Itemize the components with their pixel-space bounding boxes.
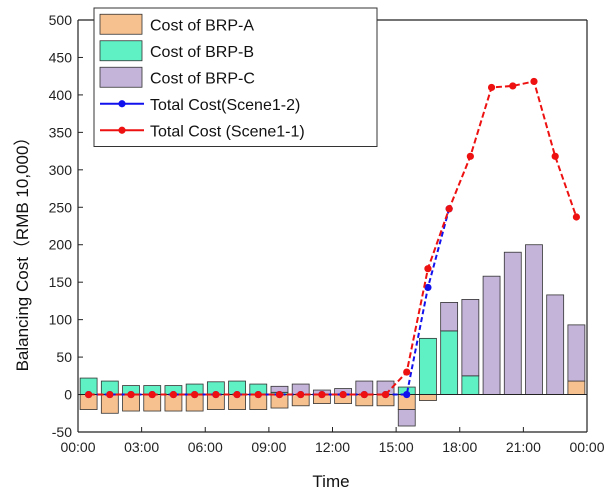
y-tick-label-0: 0 — [64, 387, 72, 403]
total-cost-scene1-1-point-21 — [530, 77, 538, 86]
total-cost-scene1-1-point-19 — [487, 83, 496, 92]
bars-layer — [79, 244, 586, 427]
total-cost-scene1-1-point-22 — [551, 152, 559, 160]
legend-scene1-2-marker — [118, 100, 126, 108]
legend-brp-a-swatch — [99, 13, 143, 35]
y-tick-label--50: -50 — [52, 424, 72, 440]
y-tick-label-250: 250 — [49, 199, 73, 215]
y-tick-label-300: 300 — [49, 162, 73, 178]
total-cost-scene1-1-point-9 — [275, 390, 284, 399]
total-cost-scene1-1-point-0 — [85, 390, 93, 399]
y-axis-title: Balancing Cost（RMB 10,000） — [13, 129, 32, 372]
bar-brp-a-23 — [567, 380, 586, 395]
legend-brp-a-label: Cost of BRP-A — [150, 17, 254, 34]
bar-brp-c-17 — [440, 302, 459, 332]
x-tick-label-0: 00:00 — [60, 439, 95, 455]
bar-brp-c-23 — [567, 324, 586, 382]
bar-brp-b-16 — [419, 337, 437, 395]
y-tick-label-150: 150 — [49, 274, 73, 290]
axes-layer: -50 0 50 100 150 200 250 300 350 400 450 500 00:00 03… — [49, 12, 605, 455]
legend-brp-a: Cost of BRP-A — [99, 13, 254, 35]
total-cost-scene1-1-point-7 — [233, 390, 241, 399]
bar-brp-b-18 — [461, 375, 480, 395]
legend-brp-b-swatch — [99, 40, 143, 62]
bar-brp-c-21 — [525, 244, 543, 395]
bar-brp-a-16 — [419, 394, 437, 401]
y-tick-label-100: 100 — [49, 312, 73, 328]
x-tick-label-7: 21:00 — [506, 439, 541, 455]
total-cost-scene1-1-point-17 — [445, 205, 453, 213]
y-tick-label-400: 400 — [49, 87, 73, 103]
y-tick-label-500: 500 — [49, 12, 73, 28]
x-tick-label-6: 18:00 — [442, 439, 477, 455]
total-cost-scene1-1-point-1 — [106, 390, 114, 399]
legend-brp-b-label: Cost of BRP-B — [150, 44, 254, 61]
total-cost-scene1-1-point-11 — [318, 390, 326, 399]
legend-brp-c-swatch — [99, 66, 143, 88]
total-cost-scene1-1-point-13 — [360, 390, 368, 399]
total-cost-scene1-1-point-4 — [169, 390, 178, 399]
total-cost-scene1-1-point-20 — [509, 82, 517, 90]
total-cost-scene1-1-point-10 — [297, 390, 305, 399]
total-cost-scene1-1-point-5 — [191, 390, 199, 399]
legend-scene1-1-marker — [118, 126, 126, 134]
total-cost-scene1-1-point-16 — [424, 265, 432, 273]
legend-brp-c: Cost of BRP-C — [99, 66, 255, 88]
total-cost-scene1-2-series — [85, 205, 453, 399]
total-cost-scene1-1-point-12 — [339, 390, 347, 399]
total-cost-scene1-1-point-8 — [254, 390, 262, 399]
total-cost-scene1-1-point-3 — [148, 390, 156, 399]
x-tick-label-1: 03:00 — [124, 439, 159, 455]
legend-scene1-2-label: Total Cost(Scene1-2) — [150, 97, 300, 114]
total-cost-scene1-1-series — [85, 77, 581, 399]
legend-brp-c-label: Cost of BRP-C — [150, 70, 255, 87]
y-tick-label-50: 50 — [56, 349, 72, 365]
x-tick-label-8: 00:00 — [569, 439, 604, 455]
legend-scene1-1-label: Total Cost (Scene1-1) — [150, 123, 305, 140]
x-tick-label-4: 12:00 — [315, 439, 350, 455]
total-cost-scene1-1-point-14 — [381, 390, 390, 399]
total-cost-scene1-2-point-15 — [403, 390, 411, 399]
bar-brp-c-18 — [461, 299, 480, 377]
legend: Cost of BRP-A Cost of BRP-B Cost of BRP-C T… — [93, 7, 378, 147]
total-cost-scene1-1-point-6 — [212, 390, 220, 399]
legend-scene1-2: Total Cost(Scene1-2) — [100, 97, 300, 114]
x-tick-label-3: 09:00 — [251, 439, 286, 455]
bar-brp-b-17 — [440, 330, 459, 395]
lines-layer — [85, 77, 581, 399]
bar-brp-c-20 — [503, 251, 522, 395]
x-tick-label-5: 15:00 — [379, 439, 414, 455]
bar-brp-c-15 — [397, 409, 416, 427]
total-cost-scene1-1-point-2 — [127, 390, 135, 399]
total-cost-scene1-1-point-18 — [466, 152, 474, 160]
bar-brp-c-22 — [546, 294, 565, 395]
x-tick-label-2: 06:00 — [188, 439, 223, 455]
total-cost-scene1-1-point-23 — [572, 213, 581, 221]
total-cost-scene1-1-point-15 — [403, 368, 411, 376]
legend-scene1-1: Total Cost (Scene1-1) — [100, 123, 305, 140]
y-tick-label-450: 450 — [49, 49, 73, 65]
total-cost-scene1-2-line — [88, 208, 451, 396]
legend-brp-b: Cost of BRP-B — [99, 40, 254, 62]
x-axis-title: Time — [312, 472, 349, 491]
bar-brp-c-19 — [482, 275, 501, 395]
y-tick-label-200: 200 — [49, 237, 73, 253]
y-tick-label-350: 350 — [49, 124, 73, 140]
total-cost-scene1-2-point-16 — [424, 283, 432, 292]
